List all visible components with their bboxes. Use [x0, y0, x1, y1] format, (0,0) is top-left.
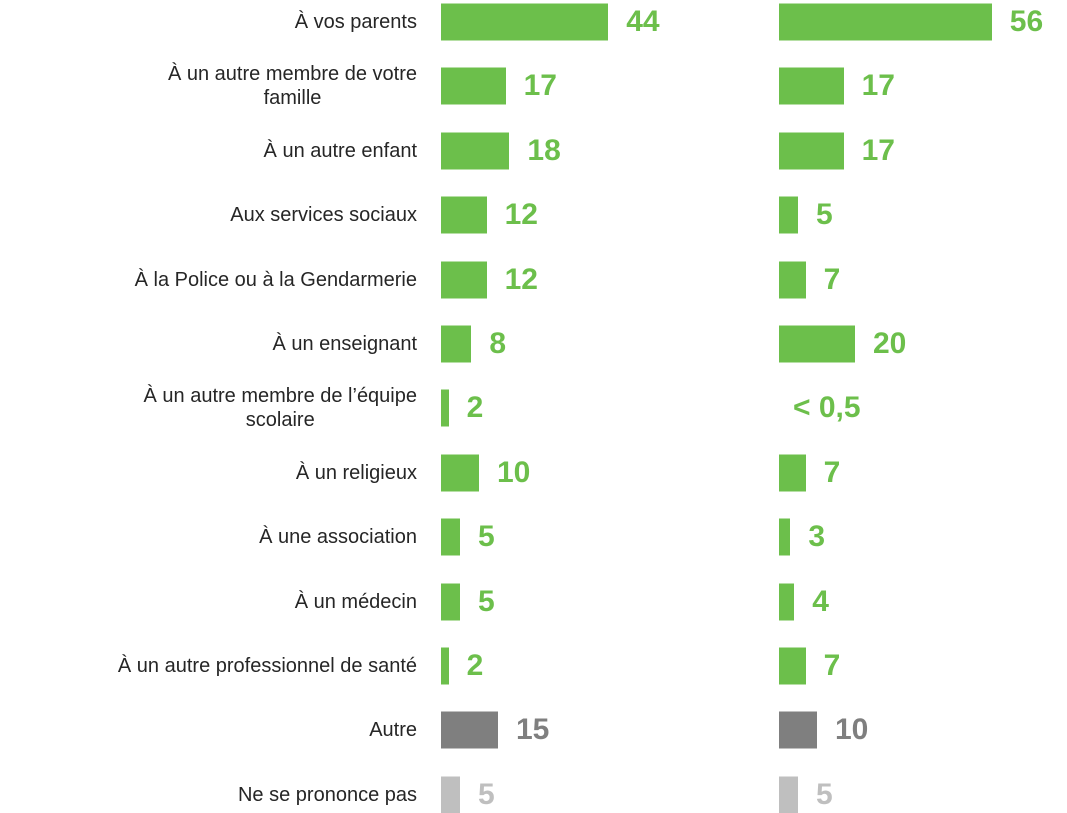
bar	[779, 261, 806, 299]
value-label: 7	[823, 649, 841, 682]
category-text: À vos parents	[294, 11, 417, 33]
value-label: 20	[873, 327, 907, 360]
value-label: 18	[527, 133, 561, 167]
category-text: À un autre membre de l’équipe scolaire	[143, 385, 418, 432]
bar	[441, 132, 510, 170]
value-label: 44	[626, 5, 660, 38]
bar	[441, 454, 479, 492]
value-label: 5	[478, 584, 495, 618]
value-label: 56	[1009, 5, 1044, 38]
bar	[779, 711, 817, 749]
category-label: Autre	[0, 718, 417, 742]
value-label: 5	[478, 777, 495, 811]
category-label: Ne se prononce pas	[0, 783, 417, 807]
category-label: À la Police ou à la Gendarmerie	[0, 268, 417, 292]
value-label: 17	[861, 69, 895, 103]
value-label: 15	[516, 713, 550, 747]
bar	[779, 325, 855, 363]
value-label: 12	[504, 198, 538, 232]
bar	[441, 3, 609, 41]
value-label: 17	[861, 133, 895, 167]
bar	[779, 67, 844, 105]
value-label: 2	[466, 649, 484, 682]
category-text: À un médecin	[294, 590, 417, 613]
category-text: À un autre professionnel de santé	[117, 655, 417, 677]
value-label: 7	[823, 455, 841, 489]
bar	[441, 647, 449, 685]
value-label: 2	[466, 391, 484, 425]
category-label: Aux services sociaux	[0, 203, 417, 227]
value-label: 7	[823, 262, 841, 296]
category-label: À vos parents	[0, 10, 417, 34]
bar	[441, 583, 460, 621]
value-label: 17	[523, 69, 557, 103]
category-label: À un autre membre de votre famille	[0, 62, 417, 110]
category-text: À un autre enfant	[263, 139, 417, 162]
bar	[779, 196, 798, 234]
bar	[779, 518, 791, 556]
category-text: Autre	[369, 719, 417, 742]
bar	[441, 518, 460, 556]
bar	[441, 325, 472, 363]
category-text: À une association	[259, 526, 417, 549]
category-text: Aux services sociaux	[230, 204, 417, 227]
category-text: À un religieux	[295, 461, 417, 484]
bar	[441, 196, 487, 234]
category-label: À un autre enfant	[0, 139, 417, 163]
bar	[441, 261, 487, 299]
bar	[779, 776, 798, 813]
value-label: 10	[497, 455, 531, 489]
bar	[441, 711, 498, 749]
bar	[779, 583, 795, 621]
value-label: 5	[478, 520, 495, 554]
bar	[441, 776, 460, 813]
category-text: Ne se prononce pas	[237, 783, 417, 806]
bar	[779, 454, 806, 492]
value-label: 4	[812, 584, 829, 618]
value-label: 10	[835, 713, 869, 747]
value-label: 5	[816, 777, 833, 811]
bar	[779, 3, 992, 41]
value-label: 3	[808, 520, 826, 554]
category-label: À un autre professionnel de santé	[0, 654, 417, 678]
value-label: < 0,5	[793, 391, 861, 425]
category-label: À une association	[0, 525, 417, 549]
bar	[779, 647, 806, 685]
category-label: À un autre membre de l’équipe scolaire	[0, 384, 418, 432]
value-label: 5	[816, 198, 833, 232]
bar	[441, 389, 449, 427]
category-text: À un autre membre de votre famille	[167, 63, 417, 110]
category-text: À la Police ou à la Gendarmerie	[134, 268, 417, 291]
category-text: À un enseignant	[272, 333, 417, 355]
bar	[779, 132, 844, 170]
value-label: 8	[489, 327, 507, 360]
bar	[441, 67, 506, 105]
category-label: À un enseignant	[0, 332, 417, 356]
category-label: À un médecin	[0, 590, 417, 614]
value-label: 12	[504, 262, 538, 296]
category-label: À un religieux	[0, 461, 417, 485]
